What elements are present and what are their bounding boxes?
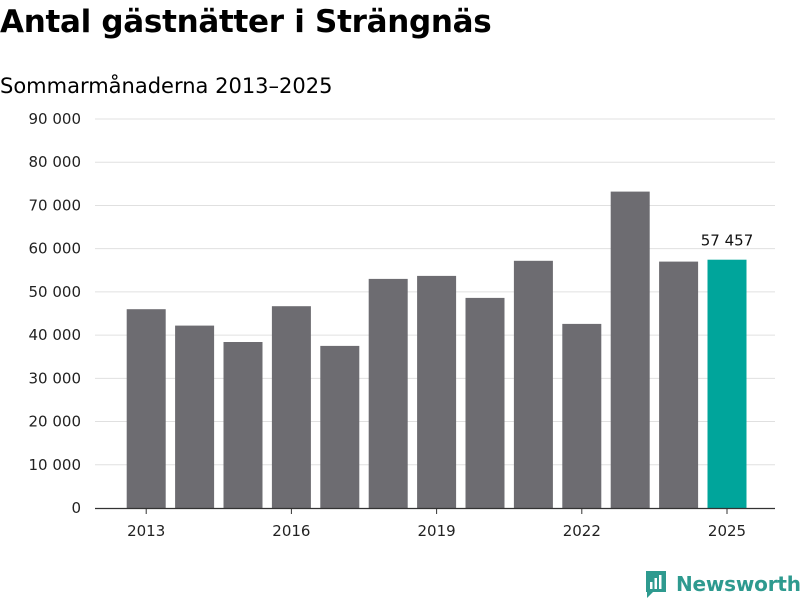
labels: 0 10 000 20 000 30 000 40 000 50 000 60 000 70 … — [29, 110, 754, 540]
newsworthy-logo-icon — [646, 571, 666, 598]
y-tick-label: 40 000 — [29, 326, 82, 344]
y-tick-label: 10 000 — [29, 456, 82, 474]
data-label: 57 457 — [701, 232, 754, 250]
y-tick-label: 30 000 — [29, 369, 82, 387]
bar-2025 — [707, 259, 747, 508]
bar-2024 — [659, 261, 699, 508]
y-tick-label: 80 000 — [29, 153, 82, 171]
y-tick-label: 60 000 — [29, 240, 82, 258]
bar-2019 — [417, 275, 457, 508]
chart-subtitle: Sommarmånaderna 2013–2025 — [0, 74, 333, 98]
x-tick-label: 2016 — [272, 522, 310, 540]
y-tick-label: 0 — [71, 499, 81, 517]
bars — [126, 191, 747, 508]
bar-2020 — [465, 297, 505, 508]
brand-name: Newsworthy — [676, 572, 800, 596]
x-tick-label: 2013 — [127, 522, 165, 540]
y-tick-label: 20 000 — [29, 413, 82, 431]
bar-2021 — [513, 260, 553, 508]
brand-logo: Newsworthy — [644, 568, 800, 600]
bar-2016 — [271, 306, 311, 508]
axes — [95, 507, 775, 514]
y-tick-label: 90 000 — [29, 110, 82, 128]
bar-2014 — [175, 325, 215, 508]
bar-2013 — [126, 309, 166, 508]
bar-2015 — [223, 342, 263, 508]
bar-2018 — [368, 278, 408, 508]
x-tick-label: 2019 — [418, 522, 456, 540]
bar-2023 — [610, 191, 650, 508]
y-tick-label: 50 000 — [29, 283, 82, 301]
bar-2022 — [562, 323, 602, 508]
x-tick-label: 2025 — [708, 522, 746, 540]
y-tick-label: 70 000 — [29, 196, 82, 214]
x-tick-label: 2022 — [563, 522, 601, 540]
chart-title: Antal gästnätter i Strängnäs — [0, 4, 492, 40]
bar-2017 — [320, 345, 360, 508]
